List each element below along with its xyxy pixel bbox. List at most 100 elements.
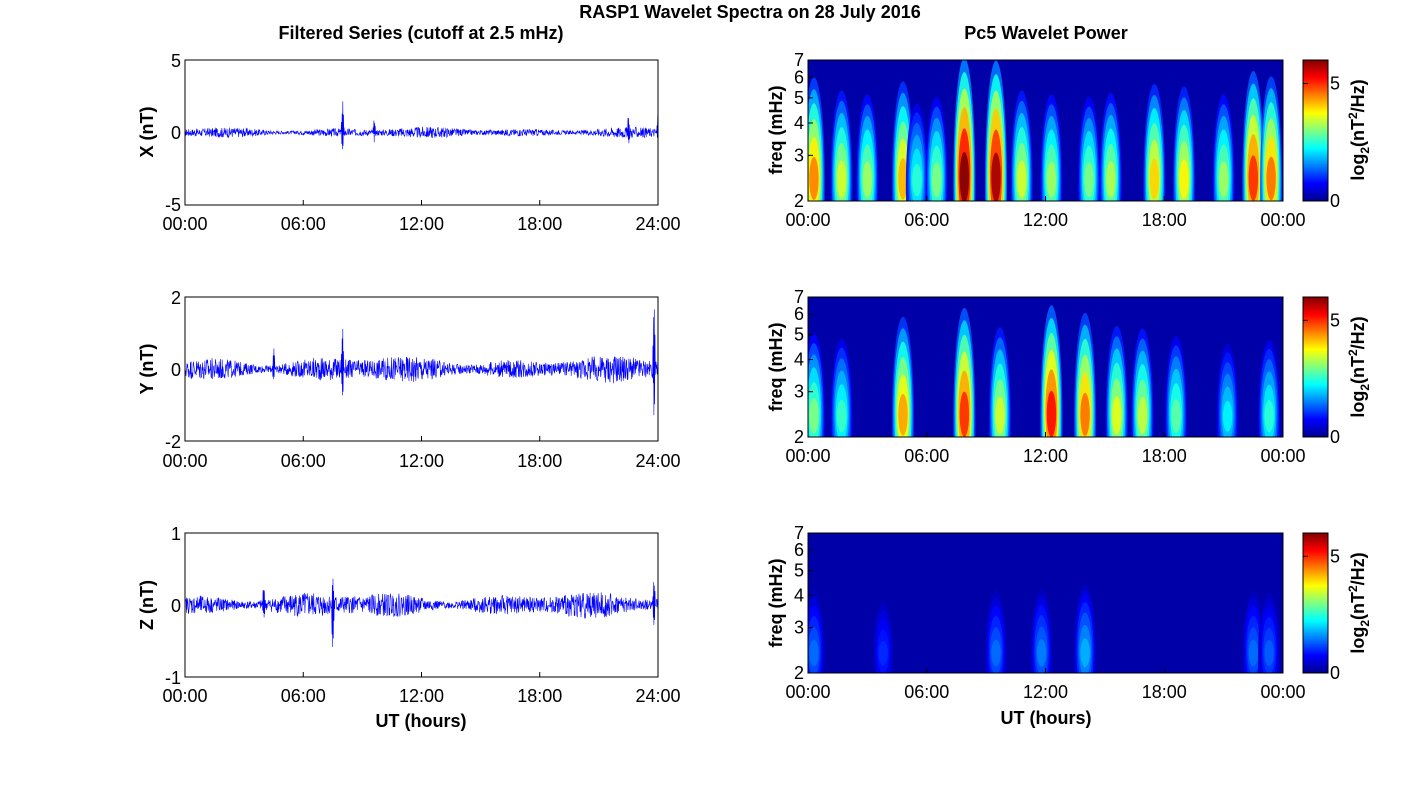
colorbar-tick-label: 0 (1330, 191, 1340, 211)
wavelet-power-contour (991, 152, 1001, 201)
wavelet-power-contour (1080, 638, 1090, 668)
wavelet-power-contour (1017, 160, 1027, 199)
colorbar-tick-label: 5 (1330, 74, 1340, 94)
wavelet-power-contour (1106, 161, 1116, 198)
z-series-panel: Z (nT) 1 0 -1 00:00 06:00 12:00 18:00 24:00 … (137, 524, 681, 731)
x-wavelet-yticks: 765 4 3 2 (794, 50, 813, 211)
x-tick-label: 00:00 (162, 451, 207, 471)
z-series-trace (185, 578, 658, 647)
y-wavelet-colorbar-label: log2(nT2/Hz) (1346, 316, 1372, 417)
wavelet-power-contour (809, 398, 819, 434)
wavelet-power-contour (1112, 396, 1122, 435)
x-tick-label: 12:00 (399, 451, 444, 471)
wavelet-power-contour (1171, 398, 1181, 433)
wavelet-power-contour (991, 639, 1001, 667)
x-tick-label: 18:00 (1142, 210, 1187, 230)
x-tick-label: 06:00 (281, 214, 326, 234)
wavelet-power-contour (931, 162, 942, 198)
wavelet-power-contour (1248, 639, 1259, 667)
x-wavelet-power-map (808, 60, 1283, 201)
freq-tick-label: 3 (794, 382, 804, 402)
z-wavelet-colorbar-ticks: 50 (1303, 546, 1340, 683)
series-trace-line (185, 578, 658, 647)
freq-tick-label: 7 (794, 287, 804, 307)
wavelet-power-contour (1084, 162, 1094, 198)
x-tick-label: 18:00 (517, 686, 562, 706)
freq-tick-label: 3 (794, 145, 804, 165)
x-tick-label: 00:00 (162, 686, 207, 706)
freq-tick-label: 6 (794, 67, 804, 87)
freq-tick-label: 7 (794, 523, 804, 543)
x-tick-label: 12:00 (1023, 682, 1068, 702)
x-tick-label: 24:00 (635, 451, 680, 471)
x-tick-label: 00:00 (785, 210, 830, 230)
freq-tick-label: 4 (794, 113, 804, 133)
wavelet-power-contour (1080, 392, 1090, 437)
y-series-trace (185, 309, 658, 416)
x-tick-label: 06:00 (904, 210, 949, 230)
x-tick-label: 24:00 (635, 214, 680, 234)
x-tick-label: 06:00 (281, 686, 326, 706)
y-wavelet-yticks: 765 4 3 2 (794, 287, 813, 447)
figure-title: RASP1 Wavelet Spectra on 28 July 2016 (579, 2, 921, 22)
x-tick-label: 06:00 (904, 682, 949, 702)
wavelet-power-contour (1222, 400, 1233, 432)
z-wavelet-colorbar (1302, 532, 1329, 674)
freq-tick-label: 4 (794, 586, 804, 606)
wavelet-power-contour (878, 640, 888, 666)
x-wavelet-colorbar-ticks: 50 (1303, 74, 1340, 211)
wavelet-power-contour (898, 393, 908, 436)
y-wavelet-xticks: 00:00 06:00 12:00 18:00 00:00 (785, 432, 1306, 466)
wavelet-power-contour (809, 157, 819, 201)
freq-tick-label: 5 (794, 561, 804, 581)
x-tick-label: 12:00 (399, 686, 444, 706)
freq-tick-label: 4 (794, 350, 804, 370)
x-tick-label: 18:00 (1142, 446, 1187, 466)
x-tick-label: 24:00 (635, 686, 680, 706)
colorbar-tick-label: 0 (1330, 663, 1340, 683)
freq-tick-label: 5 (794, 88, 804, 108)
x-tick-label: 00:00 (785, 446, 830, 466)
x-tick-label: 00:00 (162, 214, 207, 234)
y-series-xticks: 00:00 06:00 12:00 18:00 24:00 (162, 436, 681, 471)
freq-tick-label: 6 (794, 540, 804, 560)
z-series-ytick-bottom: -1 (165, 668, 181, 688)
z-series-ytick-mid: 0 (171, 596, 181, 616)
wavelet-power-contour (836, 160, 847, 199)
x-tick-label: 06:00 (904, 446, 949, 466)
x-tick-label: 00:00 (785, 682, 830, 702)
freq-tick-label: 2 (794, 663, 804, 683)
y-series-ytick-mid: 0 (171, 360, 181, 380)
z-wavelet-power-map (808, 584, 1281, 673)
left-column-title: Filtered Series (cutoff at 2.5 mHz) (278, 23, 563, 43)
wavelet-power-contour (959, 391, 970, 437)
x-tick-label: 12:00 (399, 214, 444, 234)
x-wavelet-colorbar-label: log2(nT2/Hz) (1346, 79, 1372, 180)
x-tick-label: 18:00 (517, 214, 562, 234)
x-series-xticks: 00:00 06:00 12:00 18:00 24:00 (162, 200, 681, 234)
y-wavelet-ylabel: freq (mHz) (766, 322, 786, 411)
z-series-xlabel: UT (hours) (376, 711, 467, 731)
wavelet-power-contour (1266, 156, 1276, 201)
x-tick-label: 12:00 (1023, 446, 1068, 466)
x-tick-label: 18:00 (517, 451, 562, 471)
wavelet-power-contour (1179, 159, 1189, 199)
y-series-panel: Y (nT) 2 0 -2 00:00 06:00 12:00 18:00 24:00 (137, 288, 681, 471)
freq-tick-label: 7 (794, 50, 804, 70)
x-series-ytick-top: 5 (171, 51, 181, 71)
x-wavelet-ylabel: freq (mHz) (766, 85, 786, 174)
wavelet-power-contour (1046, 390, 1057, 437)
z-series-ylabel: Z (nT) (137, 580, 157, 630)
x-wavelet-colorbar (1302, 59, 1329, 202)
freq-tick-label: 6 (794, 304, 804, 324)
z-wavelet-yticks: 765 4 3 2 (794, 523, 813, 683)
colorbar-tick-label: 5 (1330, 546, 1340, 566)
z-wavelet-xticks: 00:00 06:00 12:00 18:00 00:00 (785, 668, 1306, 702)
freq-tick-label: 3 (794, 618, 804, 638)
y-wavelet-colorbar (1302, 296, 1329, 438)
wavelet-power-contour (1248, 155, 1259, 201)
x-tick-label: 06:00 (281, 451, 326, 471)
right-column-title: Pc5 Wavelet Power (964, 23, 1127, 43)
x-tick-label: 18:00 (1142, 682, 1187, 702)
